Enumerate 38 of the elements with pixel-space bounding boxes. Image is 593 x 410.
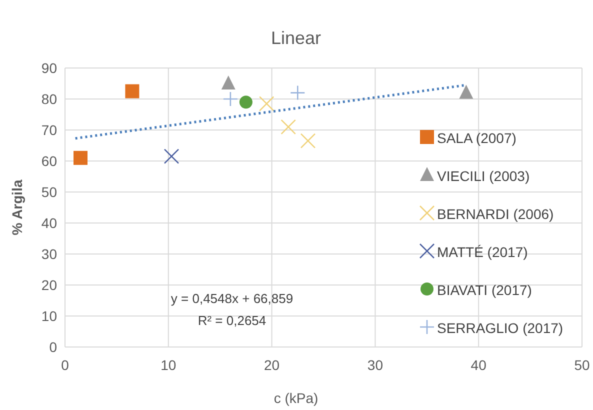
point bbox=[258, 96, 274, 112]
x-tick-label: 30 bbox=[367, 357, 384, 373]
legend-label: BERNARDI (2006) bbox=[437, 206, 554, 222]
point bbox=[459, 84, 474, 99]
point bbox=[164, 148, 180, 164]
y-tick-label: 20 bbox=[41, 277, 58, 293]
annotation: R² = 0,2654 bbox=[198, 313, 266, 328]
chart-title: Linear bbox=[270, 28, 322, 48]
y-tick-label: 10 bbox=[41, 308, 58, 324]
point bbox=[290, 85, 306, 100]
x-tick-label: 0 bbox=[61, 357, 70, 373]
y-tick-label: 40 bbox=[41, 215, 58, 231]
x-tick-label: 20 bbox=[264, 357, 280, 373]
y-tick-label: 60 bbox=[41, 153, 58, 169]
y-tick-label: 50 bbox=[41, 184, 58, 200]
legend-label: MATTÉ (2017) bbox=[437, 244, 528, 260]
y-tick-label: 90 bbox=[41, 60, 58, 76]
point bbox=[300, 133, 316, 148]
legend-label: BIAVATI (2017) bbox=[437, 282, 532, 298]
legend-label: SERRAGLIO (2017) bbox=[437, 320, 564, 336]
point bbox=[74, 150, 88, 165]
x-tick-label: 10 bbox=[160, 357, 176, 373]
y-tick-label: 70 bbox=[41, 122, 58, 138]
annotation: y = 0,4548x + 66,859 bbox=[170, 291, 294, 306]
x-tick-label: 40 bbox=[470, 357, 487, 373]
point bbox=[221, 76, 236, 90]
y-tick-label: 30 bbox=[41, 246, 58, 262]
point bbox=[280, 119, 296, 135]
x-axis-title: c (kPa) bbox=[274, 390, 318, 406]
point bbox=[239, 96, 252, 109]
y-tick-label: 80 bbox=[41, 91, 58, 107]
x-tick-label: 50 bbox=[574, 357, 590, 373]
point bbox=[222, 91, 238, 107]
legend-label: SALA (2007) bbox=[437, 130, 516, 146]
point bbox=[125, 84, 140, 98]
y-axis-title: % Argila bbox=[9, 180, 25, 236]
y-tick-label: 0 bbox=[49, 339, 58, 355]
legend-label: VIECILI (2003) bbox=[437, 168, 530, 184]
